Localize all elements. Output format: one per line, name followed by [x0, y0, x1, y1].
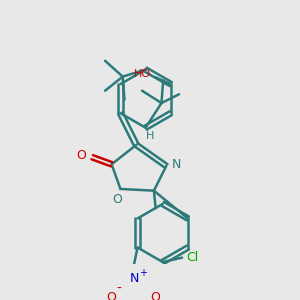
- Text: O: O: [112, 193, 122, 206]
- Text: O: O: [150, 291, 160, 300]
- Text: +: +: [139, 268, 147, 278]
- Text: HO: HO: [134, 68, 151, 79]
- Text: N: N: [129, 272, 139, 285]
- Text: Cl: Cl: [187, 251, 199, 264]
- Text: -: -: [117, 282, 122, 296]
- Text: O: O: [106, 291, 116, 300]
- Text: O: O: [77, 149, 87, 162]
- Text: H: H: [146, 131, 154, 141]
- Text: N: N: [172, 158, 182, 171]
